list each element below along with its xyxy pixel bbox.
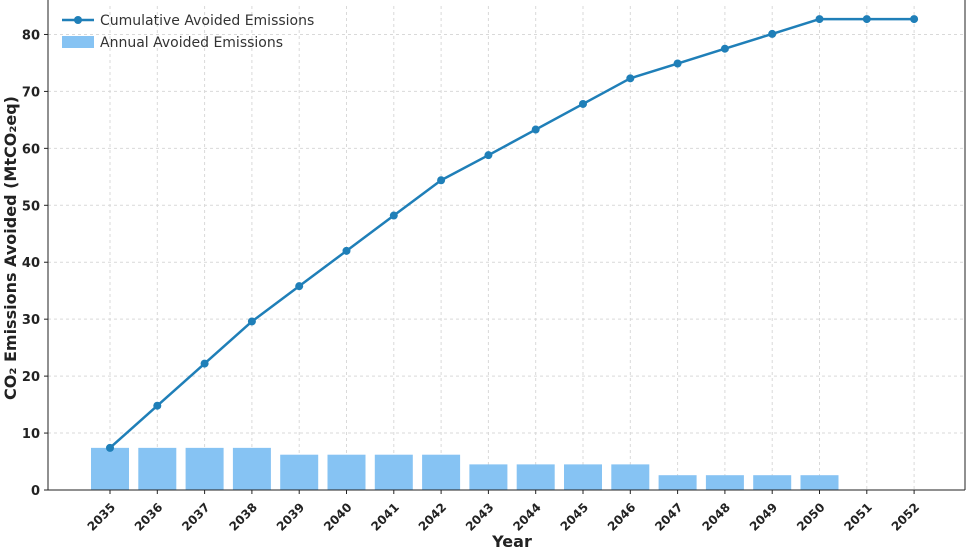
bar-annual-2036 (138, 447, 177, 490)
y-tick-label: 50 (22, 199, 40, 214)
bar-annual-2040 (327, 454, 366, 490)
y-tick-label: 20 (22, 370, 40, 385)
point-cumulative-2047 (673, 59, 682, 68)
y-tick-label: 60 (22, 142, 40, 157)
point-cumulative-2044 (531, 125, 540, 134)
point-cumulative-2041 (389, 211, 398, 220)
x-tick-label-2037: 2037 (179, 500, 213, 534)
point-cumulative-2046 (626, 74, 635, 83)
point-cumulative-2037 (200, 359, 209, 368)
bar-annual-2044 (516, 464, 555, 490)
x-tick-label-2036: 2036 (132, 500, 166, 534)
x-tick-label-2043: 2043 (463, 500, 497, 534)
point-cumulative-2040 (342, 246, 351, 255)
bar-annual-2049 (753, 475, 792, 490)
x-tick-label-2042: 2042 (416, 500, 450, 534)
point-cumulative-2052 (910, 15, 919, 24)
x-tick-label-2044: 2044 (510, 500, 544, 534)
line-layer (106, 15, 919, 452)
bar-annual-2045 (564, 464, 602, 490)
point-cumulative-2043 (484, 151, 493, 160)
bar-annual-2043 (469, 464, 508, 490)
bar-annual-2047 (658, 475, 697, 490)
point-cumulative-2051 (862, 15, 871, 24)
point-cumulative-2042 (437, 176, 446, 185)
bar-annual-2039 (280, 454, 319, 490)
axes (47, 0, 966, 491)
bar-annual-2035 (91, 447, 129, 490)
x-tick-label-2040: 2040 (321, 500, 355, 534)
x-tick-label-2035: 2035 (85, 500, 119, 534)
bar-annual-2042 (422, 454, 461, 490)
x-tick-label-2047: 2047 (652, 500, 686, 534)
line-cumulative (109, 17, 915, 449)
bar-annual-2048 (705, 475, 744, 490)
legend: Cumulative Avoided Emissions Annual Avoi… (62, 13, 314, 51)
x-tick-label-2048: 2048 (700, 500, 734, 534)
bar-annual-2046 (611, 464, 650, 490)
y-tick-label: 40 (22, 256, 40, 271)
y-tick-label: 70 (22, 85, 40, 100)
bars (91, 447, 839, 490)
point-cumulative-2050 (815, 15, 824, 24)
point-cumulative-2038 (247, 317, 256, 326)
y-tick-label: 10 (22, 427, 40, 442)
point-cumulative-2035 (106, 443, 114, 452)
x-tick-label-2046: 2046 (605, 500, 639, 534)
bar-annual-2041 (374, 454, 413, 490)
bar-annual-2050 (800, 475, 839, 490)
y-axis-label: CO₂ Emissions Avoided (MtCO₂eq) (1, 96, 20, 400)
point-cumulative-2049 (768, 29, 777, 38)
x-tick-label-2045: 2045 (558, 500, 592, 534)
bar-annual-2037 (185, 447, 224, 490)
x-tick-label-2049: 2049 (747, 500, 781, 534)
legend-label-annual: Annual Avoided Emissions (100, 35, 283, 51)
point-cumulative-2039 (295, 282, 304, 291)
y-tick-label: 0 (31, 484, 40, 499)
legend-label-cumulative: Cumulative Avoided Emissions (100, 13, 314, 29)
x-tick-label-2050: 2050 (794, 500, 828, 534)
y-tick-label: 80 (22, 28, 40, 43)
x-tick-label-2039: 2039 (274, 500, 308, 534)
point-cumulative-2036 (153, 401, 162, 410)
point-cumulative-2048 (720, 44, 729, 53)
point-cumulative-2045 (579, 99, 587, 108)
x-axis-label: Year (491, 532, 532, 550)
x-ticks: 2035 2036 2037 2038 2039 2040 2041 2042 2043 2044… (85, 490, 923, 534)
y-ticks: 0 10 20 30 40 50 60 70 80 (22, 28, 48, 499)
bar-annual-2038 (232, 447, 271, 490)
legend-line-marker (74, 16, 82, 24)
legend-bar-swatch (62, 36, 94, 48)
x-tick-label-2051: 2051 (841, 500, 875, 534)
x-tick-label-2038: 2038 (227, 500, 261, 534)
x-tick-label-2052: 2052 (889, 500, 923, 534)
x-tick-label-2041: 2041 (368, 500, 402, 534)
grid (48, 6, 965, 490)
y-tick-label: 30 (22, 313, 40, 328)
